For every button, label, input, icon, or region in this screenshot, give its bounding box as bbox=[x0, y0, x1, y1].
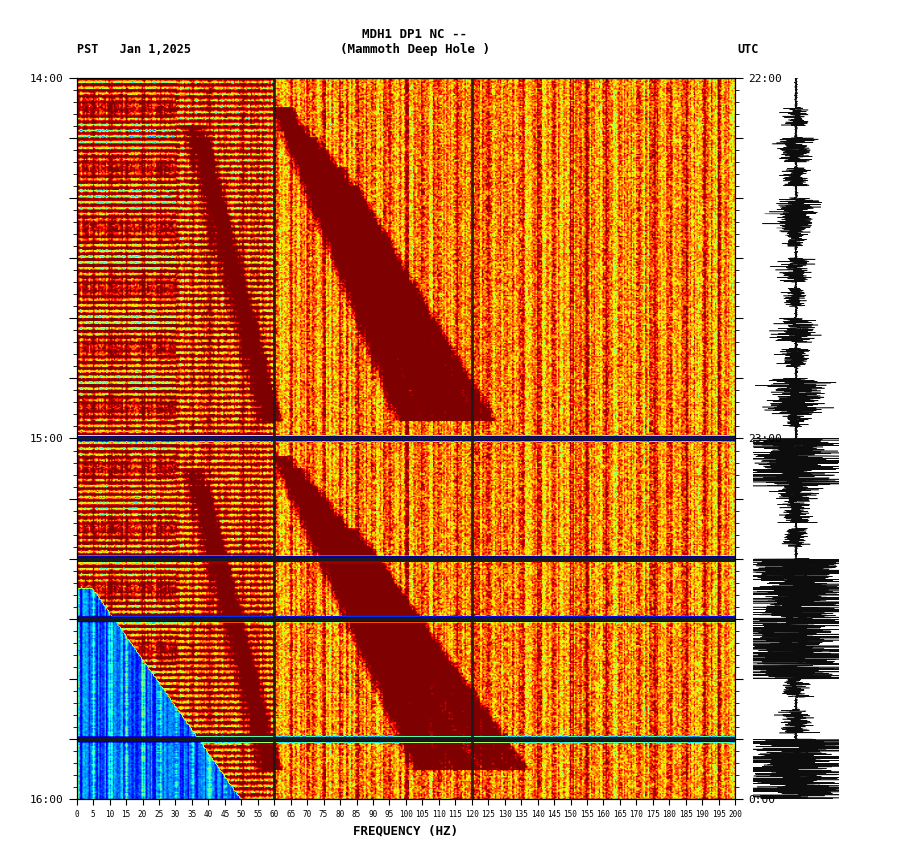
Text: MDH1 DP1 NC --: MDH1 DP1 NC -- bbox=[363, 28, 467, 41]
X-axis label: FREQUENCY (HZ): FREQUENCY (HZ) bbox=[354, 824, 458, 837]
Text: UTC: UTC bbox=[738, 43, 759, 56]
Text: (Mammoth Deep Hole ): (Mammoth Deep Hole ) bbox=[340, 43, 490, 56]
Text: PST   Jan 1,2025: PST Jan 1,2025 bbox=[77, 43, 190, 56]
